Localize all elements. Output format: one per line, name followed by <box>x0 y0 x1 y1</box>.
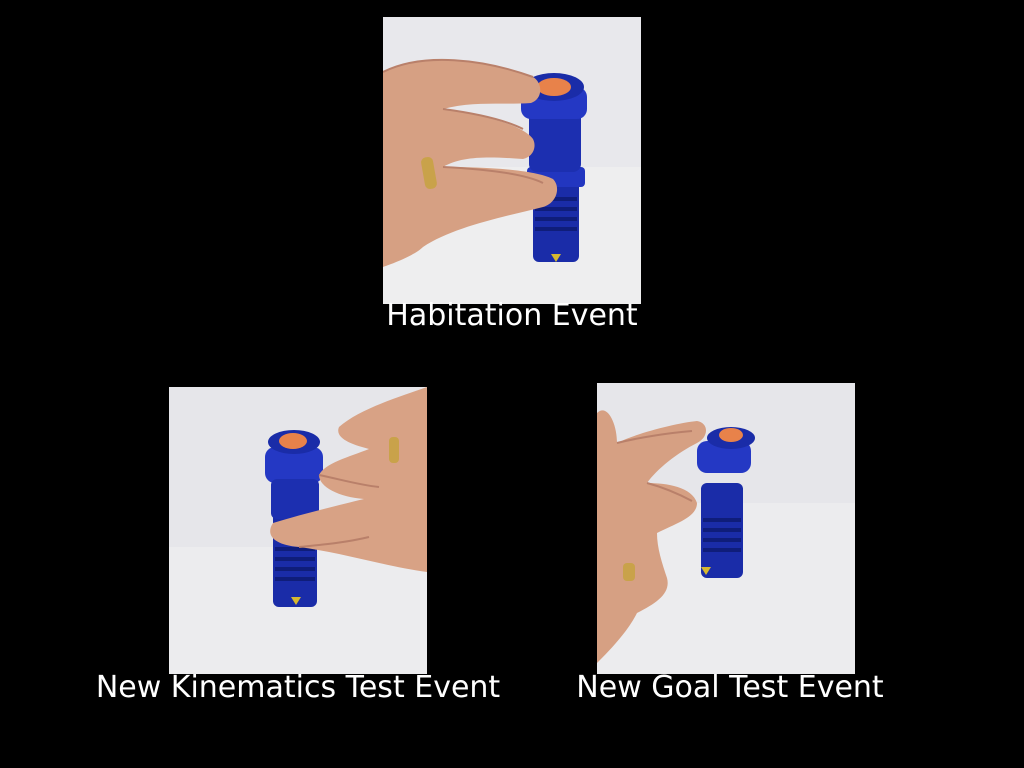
habituation-caption: Habitation Event <box>386 298 638 333</box>
kinematics-test-caption: New Kinematics Test Event <box>95 670 501 705</box>
hand-illustration <box>383 58 558 268</box>
hand-illustration <box>597 410 706 663</box>
kinematics-test-photo <box>169 387 427 674</box>
flashlight-illustration <box>697 427 755 578</box>
habituation-scene <box>383 17 641 304</box>
hand-illustration <box>270 387 427 572</box>
habituation-photo <box>383 17 641 304</box>
goal-scene <box>597 383 855 674</box>
kinematics-scene <box>169 387 427 674</box>
goal-test-caption: New Goal Test Event <box>576 670 884 705</box>
goal-test-photo <box>597 383 855 674</box>
